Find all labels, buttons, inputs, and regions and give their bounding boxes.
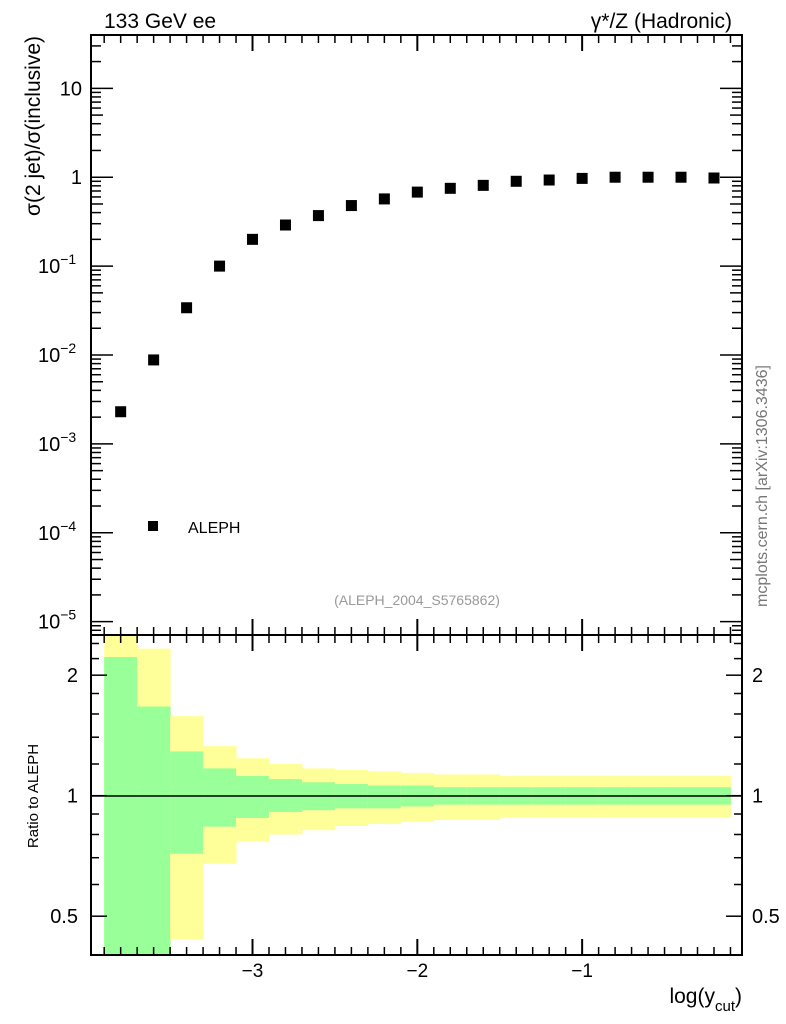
main-panel-frame <box>90 34 743 636</box>
ratio-y-tick-label-right: 0.5 <box>752 906 780 928</box>
axis-ticks: −3 −2 −1 10 1 10−1 10−2 10−3 10−4 10−5 2 2 1 1 0.5 0.5 <box>38 35 780 982</box>
data-point <box>411 186 423 198</box>
inner-band-bin <box>367 785 402 809</box>
inner-band-bin <box>236 775 270 818</box>
ratio-y-tick-label-right: 2 <box>752 665 763 687</box>
y-tick-label: 10−4 <box>38 518 76 545</box>
data-point <box>609 171 621 183</box>
data-point <box>312 210 324 222</box>
data-point <box>477 179 489 191</box>
y-tick-label: 10−1 <box>38 251 76 278</box>
data-point <box>247 233 259 245</box>
x-tick-label: −3 <box>242 961 264 982</box>
x-tick-label: −1 <box>571 961 593 982</box>
y-tick-label: 10 <box>60 78 82 100</box>
data-points <box>115 171 720 418</box>
legend-label: ALEPH <box>188 520 240 537</box>
data-point <box>378 193 390 205</box>
data-point <box>444 182 456 194</box>
data-point <box>642 171 654 183</box>
y-tick-label: 1 <box>71 167 82 189</box>
y-tick-label: 10−5 <box>38 607 76 634</box>
data-point <box>345 200 357 212</box>
y-tick-label: 10−2 <box>38 340 76 367</box>
data-point <box>115 406 127 418</box>
data-point <box>148 354 160 366</box>
data-point <box>675 171 687 183</box>
x-tick-label: −2 <box>406 961 428 982</box>
ratio-y-tick-label-left: 2 <box>67 665 78 687</box>
ratio-panel-frame <box>90 634 743 956</box>
inner-band-bin <box>203 768 237 827</box>
ratio-y-axis-label: Ratio to ALEPH <box>25 744 42 848</box>
watermark-annotation: (ALEPH_2004_S5765862) <box>334 592 500 608</box>
inner-band-bin <box>170 751 204 854</box>
data-point <box>279 219 291 231</box>
y-tick-label: 10−3 <box>38 429 76 456</box>
inner-band-bin <box>137 706 171 955</box>
ratio-y-tick-label-right: 1 <box>752 786 763 808</box>
title-right: γ*/Z (Hadronic) <box>591 10 732 33</box>
data-point <box>510 175 522 187</box>
ratio-bands <box>104 635 731 955</box>
title-left: 133 GeV ee <box>104 10 216 33</box>
data-point <box>708 172 720 184</box>
x-axis-label: log(ycut) <box>669 985 742 1015</box>
y-axis-label: σ(2 jet)/σ(inclusive) <box>22 36 45 216</box>
ratio-y-tick-label-left: 0.5 <box>50 906 78 928</box>
side-label: mcplots.cern.ch [arXiv:1306.3436] <box>754 365 771 607</box>
legend-marker <box>148 521 158 531</box>
ratio-y-tick-label-left: 1 <box>67 786 78 808</box>
data-point <box>543 174 555 186</box>
data-point <box>576 172 588 184</box>
inner-band-bin <box>104 657 138 955</box>
data-point <box>181 302 193 314</box>
data-point <box>214 260 226 272</box>
